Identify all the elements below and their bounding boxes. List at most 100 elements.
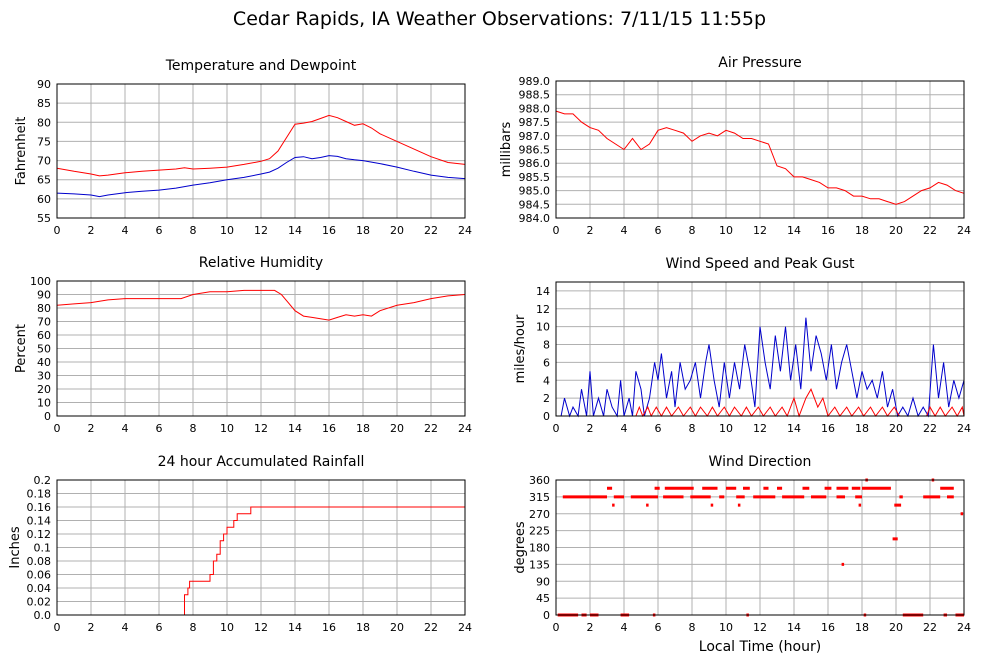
y-tick-label: 0.06 — [27, 569, 52, 582]
y-tick-label: 986.0 — [519, 157, 551, 170]
y-tick-label: 55 — [37, 212, 51, 225]
y-tick-label: 0.2 — [34, 474, 52, 487]
series-line-rain-0 — [57, 506, 465, 616]
direction-point-3-1 — [646, 503, 649, 507]
x-tick-label: 24 — [458, 224, 472, 237]
x-tick-label: 10 — [719, 621, 733, 634]
x-tick-label: 4 — [621, 224, 628, 237]
series-line-wind-1 — [556, 388, 965, 418]
x-tick-label: 20 — [889, 422, 903, 435]
y-tick-label: 90 — [37, 78, 51, 91]
y-axis-label-pressure: millibars — [499, 122, 514, 178]
direction-point-1-14 — [947, 495, 954, 499]
y-tick-label: 315 — [529, 491, 550, 504]
x-tick-label: 2 — [587, 224, 594, 237]
x-tick-label: 10 — [719, 224, 733, 237]
direction-point-2-8 — [802, 486, 810, 490]
y-tick-label: 70 — [37, 316, 51, 329]
x-tick-label: 14 — [288, 422, 302, 435]
x-tick-label: 0 — [553, 621, 560, 634]
plot-frame — [56, 280, 466, 417]
direction-point-1-8 — [782, 495, 805, 499]
x-tick-label: 18 — [356, 621, 370, 634]
x-tick-label: 14 — [787, 422, 801, 435]
x-tick-label: 24 — [957, 621, 971, 634]
x-tick-label: 16 — [821, 224, 835, 237]
plot-frame — [56, 83, 466, 219]
chart-title-temp: Temperature and Dewpoint — [165, 58, 357, 74]
direction-point-2-6 — [763, 486, 769, 490]
y-tick-label: 135 — [529, 558, 550, 571]
x-tick-label: 4 — [122, 422, 129, 435]
y-tick-label: 360 — [529, 474, 550, 487]
y-tick-label: 0.14 — [27, 515, 52, 528]
x-tick-label: 12 — [753, 621, 767, 634]
x-tick-label: 6 — [655, 422, 662, 435]
y-axis-label-humidity: Percent — [14, 324, 29, 373]
plot-frame — [555, 281, 965, 417]
direction-point-1-10 — [836, 495, 845, 499]
x-tick-label: 18 — [356, 224, 370, 237]
x-tick-label: 24 — [458, 621, 472, 634]
y-tick-label: 988.0 — [519, 102, 551, 115]
y-tick-label: 0.0 — [34, 609, 52, 622]
y-tick-label: 8 — [543, 339, 550, 352]
x-tick-label: 12 — [254, 422, 268, 435]
direction-point-2-11 — [851, 486, 861, 490]
x-tick-label: 20 — [889, 621, 903, 634]
y-axis-label-temp: Fahrenheit — [14, 117, 29, 186]
y-axis-label-wind: miles/hour — [513, 314, 528, 383]
direction-point-1-6 — [736, 495, 745, 499]
y-tick-label: 984.5 — [519, 198, 551, 211]
y-tick-label: 85 — [37, 97, 51, 110]
series-line-humidity-0 — [56, 289, 466, 321]
x-tick-label: 12 — [753, 422, 767, 435]
direction-point-2-12 — [862, 486, 891, 490]
x-tick-label: 20 — [889, 224, 903, 237]
x-tick-label: 20 — [390, 621, 404, 634]
y-tick-label: 100 — [30, 275, 51, 288]
x-tick-label: 4 — [621, 422, 628, 435]
y-tick-label: 985.0 — [519, 185, 551, 198]
direction-point-3-0 — [612, 503, 615, 507]
direction-point-5-0 — [892, 537, 898, 541]
direction-point-1-11 — [855, 495, 862, 499]
y-tick-label: 30 — [37, 370, 51, 383]
x-tick-label: 6 — [156, 621, 163, 634]
x-tick-label: 16 — [821, 422, 835, 435]
direction-point-1-2 — [630, 495, 658, 499]
y-tick-label: 987.5 — [519, 116, 551, 129]
x-tick-label: 6 — [655, 621, 662, 634]
chart-title-humidity: Relative Humidity — [199, 255, 323, 271]
y-tick-label: 60 — [37, 329, 51, 342]
direction-point-1-3 — [663, 495, 684, 499]
series-line-temp-0 — [56, 114, 466, 177]
y-tick-label: 80 — [37, 302, 51, 315]
x-tick-label: 20 — [390, 224, 404, 237]
x-tick-label: 2 — [587, 621, 594, 634]
direction-point-1-4 — [690, 495, 711, 499]
x-tick-label: 8 — [190, 224, 197, 237]
x-tick-label: 18 — [855, 422, 869, 435]
direction-point-1-12 — [899, 495, 903, 499]
x-tick-label: 8 — [190, 422, 197, 435]
x-tick-label: 14 — [288, 224, 302, 237]
direction-point-2-0 — [607, 486, 613, 490]
series-line-pressure-0 — [555, 110, 965, 205]
y-tick-label: 0.18 — [27, 488, 52, 501]
y-tick-label: 50 — [37, 343, 51, 356]
y-tick-label: 0 — [543, 609, 550, 622]
x-tick-label: 14 — [787, 621, 801, 634]
x-tick-label: 10 — [220, 224, 234, 237]
x-tick-label: 14 — [288, 621, 302, 634]
y-tick-label: 70 — [37, 155, 51, 168]
x-tick-label: 22 — [923, 422, 937, 435]
x-tick-label: 8 — [689, 224, 696, 237]
x-tick-label: 6 — [156, 224, 163, 237]
y-tick-label: 0.08 — [27, 555, 52, 568]
direction-point-2-3 — [702, 486, 718, 490]
x-tick-label: 12 — [254, 621, 268, 634]
direction-point-2-5 — [743, 486, 750, 490]
